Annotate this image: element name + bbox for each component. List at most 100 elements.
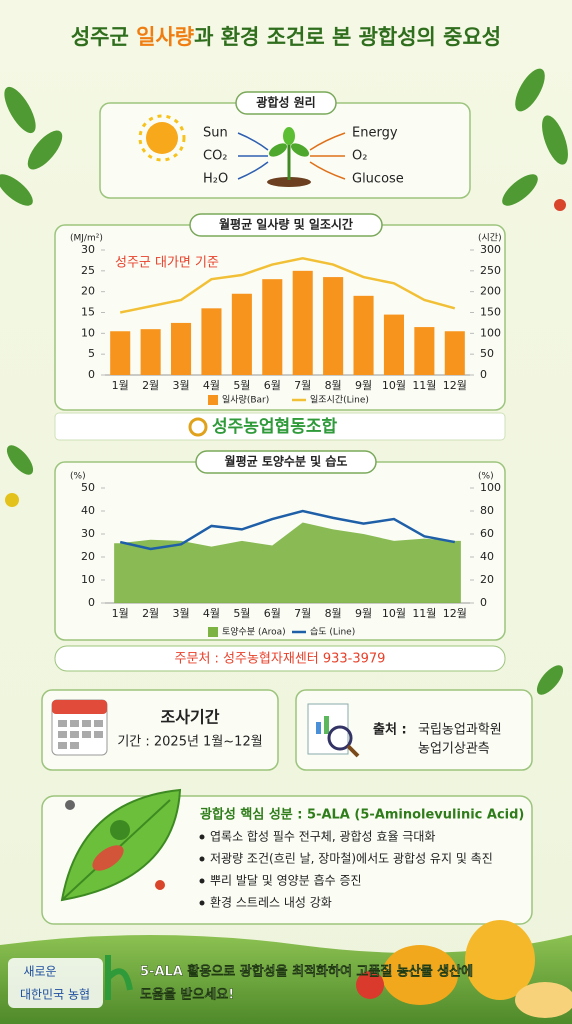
ingredient-title: 광합성 핵심 성분 : 5-ALA (5-Aminolevulinic Acid… — [200, 807, 524, 823]
sun-icon — [138, 114, 186, 162]
y2-tick-label: 150 — [480, 306, 501, 319]
x-tick-label: 10월 — [382, 379, 406, 392]
x-tick-label: 1월 — [112, 379, 129, 392]
page-title: 성주군 일사량과 환경 조건로 본 광합성의 중요성 — [71, 25, 501, 49]
legend-swatch — [208, 627, 218, 637]
y-tick-label: 0 — [88, 368, 95, 381]
title-part: 성주군 — [71, 25, 136, 49]
logo-icon — [188, 417, 208, 437]
x-tick-label: 9월 — [355, 607, 372, 620]
x-tick-label: 11월 — [412, 379, 436, 392]
y2-tick-label: 0 — [480, 596, 487, 609]
brand-text: 대한민국 농협 — [20, 988, 90, 1002]
chart-annotation: 성주군 대가면 기준 — [115, 256, 219, 271]
principle-title: 광합성 원리 — [256, 95, 315, 110]
line — [119, 257, 456, 314]
y-tick-label: 10 — [81, 573, 95, 586]
y2-axis-label: (시간) — [478, 233, 502, 244]
bar — [323, 277, 344, 375]
ingredient-bullet: 뿌리 발달 및 영양분 흡수 증진 — [210, 874, 362, 888]
bar — [201, 308, 222, 375]
legend-label: 토양수분 (Aroa) — [222, 627, 286, 638]
x-tick-label: 7월 — [294, 607, 311, 620]
y2-tick-label: 100 — [480, 481, 501, 494]
footer-message: 도움을 받으세요! — [140, 987, 234, 1003]
x-tick-label: 5월 — [233, 379, 250, 392]
nh-logo — [105, 955, 133, 1000]
bar — [353, 295, 374, 375]
y-tick-label: 0 — [88, 596, 95, 609]
chart-title: 월평균 토양수분 및 습도 — [225, 454, 348, 469]
bar — [444, 331, 465, 375]
x-tick-label: 9월 — [355, 379, 372, 392]
x-tick-label: 6월 — [264, 379, 281, 392]
source-label: 출처 : — [373, 722, 407, 738]
ingredient-bullet: 엽록소 합성 필수 전구체, 광합성 효율 극대화 — [210, 830, 435, 844]
legend-label: 습도 (Line) — [310, 627, 355, 638]
source-panel — [295, 689, 533, 771]
y-tick-label: 20 — [81, 550, 95, 563]
legend-label: 일사량(Bar) — [222, 394, 269, 406]
x-tick-label: 4월 — [203, 379, 220, 392]
survey-title: 조사기간 — [161, 708, 220, 727]
bar — [414, 327, 435, 375]
produce — [356, 920, 572, 1018]
x-tick-label: 4월 — [203, 607, 220, 620]
y2-tick-label: 250 — [480, 264, 501, 277]
brand-text: 새로운 — [23, 965, 56, 979]
y-tick-label: 5 — [88, 347, 95, 360]
x-tick-label: 5월 — [233, 607, 250, 620]
y-axis-label: (%) — [70, 472, 86, 482]
logo-banner — [54, 412, 506, 441]
x-tick-label: 8월 — [325, 607, 342, 620]
chart-pill — [195, 450, 377, 474]
y-axis-label: (MJ/m²) — [70, 234, 103, 244]
y2-tick-label: 20 — [480, 573, 494, 586]
output-label: Energy — [352, 126, 398, 141]
bar — [262, 279, 283, 375]
bullet-dots — [199, 834, 205, 906]
y-tick-label: 20 — [81, 285, 95, 298]
bar — [140, 329, 161, 375]
bar — [110, 331, 131, 375]
chart-title: 월평균 일사량 및 일조시간 — [219, 217, 353, 232]
bar — [383, 314, 404, 375]
y2-tick-label: 40 — [480, 550, 494, 563]
y2-tick-label: 300 — [480, 243, 501, 256]
y2-tick-label: 50 — [480, 347, 494, 360]
chart-pill — [189, 213, 383, 237]
x-tick-label: 8월 — [325, 379, 342, 392]
survey-period: 기간 : 2025년 1월~12월 — [117, 735, 262, 750]
x-tick-label: 12월 — [443, 379, 467, 392]
input-label: Sun — [203, 126, 228, 141]
bar — [231, 293, 252, 375]
leaf-illustration — [60, 788, 182, 902]
y2-tick-label: 80 — [480, 504, 494, 517]
legend-label: 일조시간(Line) — [310, 395, 369, 406]
y-tick-label: 15 — [81, 306, 95, 319]
x-tick-label: 2월 — [142, 379, 159, 392]
calendar-icon — [51, 699, 108, 756]
ingredient-bullet: 환경 스트레스 내성 강화 — [210, 896, 332, 910]
y2-tick-label: 0 — [480, 368, 487, 381]
x-tick-label: 12월 — [443, 607, 467, 620]
leaf-decoration — [0, 68, 568, 695]
y2-tick-label: 100 — [480, 326, 501, 339]
source-line: 농업기상관측 — [418, 742, 490, 757]
area — [114, 522, 461, 603]
plant-icon — [267, 127, 311, 187]
x-tick-label: 3월 — [172, 379, 189, 392]
x-tick-label: 7월 — [294, 379, 311, 392]
output-label: O₂ — [352, 149, 367, 164]
x-tick-label: 10월 — [382, 607, 406, 620]
y2-tick-label: 200 — [480, 285, 501, 298]
title-part: 과 환경 조건로 본 광합성의 중요성 — [194, 25, 501, 49]
footer-message: 5-ALA 활용으로 광합성을 최적화하여 고품질 농산물 생산에 — [140, 964, 473, 980]
output-label: Glucose — [352, 172, 404, 187]
input-label: H₂O — [203, 172, 228, 187]
x-tick-label: 1월 — [112, 607, 129, 620]
x-tick-label: 11월 — [412, 607, 436, 620]
y-tick-label: 30 — [81, 527, 95, 540]
line — [119, 509, 456, 551]
